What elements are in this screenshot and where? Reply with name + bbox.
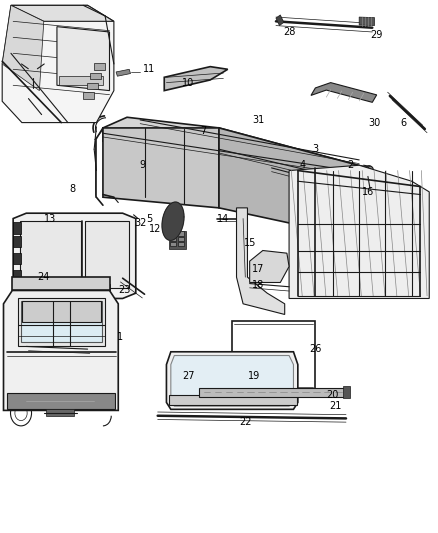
Circle shape bbox=[73, 78, 77, 83]
Polygon shape bbox=[219, 128, 368, 240]
Circle shape bbox=[90, 78, 94, 83]
Text: 14: 14 bbox=[217, 214, 230, 223]
Text: 1: 1 bbox=[117, 332, 124, 342]
Bar bbox=[13, 270, 21, 281]
Text: 19: 19 bbox=[248, 371, 260, 381]
Polygon shape bbox=[237, 208, 285, 314]
Polygon shape bbox=[20, 221, 81, 288]
Polygon shape bbox=[116, 69, 131, 76]
Polygon shape bbox=[11, 5, 114, 21]
Text: 32: 32 bbox=[134, 218, 146, 228]
Polygon shape bbox=[169, 231, 186, 249]
Polygon shape bbox=[199, 388, 344, 397]
Bar bbox=[170, 242, 176, 246]
Text: 15: 15 bbox=[244, 238, 256, 247]
Circle shape bbox=[171, 217, 175, 223]
Circle shape bbox=[365, 166, 374, 176]
Polygon shape bbox=[250, 251, 289, 282]
Text: 24: 24 bbox=[38, 272, 50, 282]
Text: 31: 31 bbox=[252, 115, 265, 125]
Circle shape bbox=[28, 66, 38, 78]
Text: 22: 22 bbox=[239, 417, 251, 427]
Polygon shape bbox=[171, 356, 293, 406]
Polygon shape bbox=[85, 221, 129, 288]
Bar bbox=[90, 73, 101, 79]
Text: 21: 21 bbox=[329, 401, 341, 411]
Polygon shape bbox=[276, 15, 284, 26]
Circle shape bbox=[65, 60, 84, 84]
Text: 20: 20 bbox=[327, 391, 339, 400]
Bar bbox=[13, 222, 21, 234]
Circle shape bbox=[61, 78, 66, 83]
Circle shape bbox=[82, 39, 102, 62]
Polygon shape bbox=[12, 277, 110, 290]
Circle shape bbox=[82, 60, 102, 84]
Text: 12: 12 bbox=[149, 224, 162, 234]
Text: 28: 28 bbox=[283, 27, 295, 37]
Circle shape bbox=[65, 39, 84, 62]
Polygon shape bbox=[57, 27, 110, 91]
Bar bbox=[178, 237, 184, 241]
Text: 6: 6 bbox=[400, 118, 406, 127]
Bar bbox=[178, 242, 184, 246]
Polygon shape bbox=[4, 290, 118, 410]
Circle shape bbox=[67, 78, 71, 83]
Text: 7: 7 bbox=[201, 126, 207, 135]
Polygon shape bbox=[166, 352, 298, 409]
Bar bbox=[46, 409, 74, 416]
Text: 29: 29 bbox=[371, 30, 383, 39]
Bar bbox=[178, 231, 184, 236]
Bar bbox=[59, 76, 103, 85]
Circle shape bbox=[84, 78, 88, 83]
Circle shape bbox=[78, 78, 83, 83]
Bar bbox=[83, 92, 94, 99]
Text: 16: 16 bbox=[362, 187, 374, 197]
Polygon shape bbox=[289, 165, 429, 298]
Circle shape bbox=[20, 56, 46, 88]
Bar bbox=[343, 386, 350, 398]
Polygon shape bbox=[103, 128, 219, 208]
Polygon shape bbox=[2, 5, 44, 91]
Bar bbox=[94, 63, 105, 70]
Text: 5: 5 bbox=[146, 214, 152, 223]
Text: 18: 18 bbox=[252, 280, 265, 290]
Bar bbox=[13, 253, 21, 264]
Text: 2: 2 bbox=[347, 160, 353, 170]
Text: 23: 23 bbox=[119, 286, 131, 295]
Text: 27: 27 bbox=[182, 371, 194, 381]
Text: 8: 8 bbox=[69, 184, 75, 194]
Circle shape bbox=[168, 214, 178, 227]
Bar bbox=[170, 231, 176, 236]
Polygon shape bbox=[359, 17, 374, 26]
Polygon shape bbox=[18, 298, 105, 346]
Text: 17: 17 bbox=[252, 264, 265, 274]
Polygon shape bbox=[162, 202, 184, 240]
Text: 30: 30 bbox=[368, 118, 381, 127]
Bar bbox=[13, 236, 21, 247]
Text: 9: 9 bbox=[139, 160, 145, 170]
Bar bbox=[22, 301, 101, 322]
Text: 26: 26 bbox=[309, 344, 321, 354]
Polygon shape bbox=[103, 117, 368, 181]
Bar bbox=[7, 393, 115, 409]
Bar bbox=[87, 83, 98, 89]
Polygon shape bbox=[164, 67, 228, 91]
Bar bbox=[101, 284, 110, 297]
Text: 3: 3 bbox=[312, 144, 318, 154]
Polygon shape bbox=[169, 395, 297, 405]
Polygon shape bbox=[311, 83, 377, 102]
Polygon shape bbox=[21, 301, 102, 342]
Text: 10: 10 bbox=[182, 78, 194, 87]
Circle shape bbox=[9, 43, 57, 101]
Text: 4: 4 bbox=[299, 160, 305, 170]
Polygon shape bbox=[2, 5, 114, 123]
Text: 11: 11 bbox=[143, 64, 155, 74]
Text: 13: 13 bbox=[44, 214, 57, 223]
Bar bbox=[170, 237, 176, 241]
Polygon shape bbox=[13, 213, 136, 298]
